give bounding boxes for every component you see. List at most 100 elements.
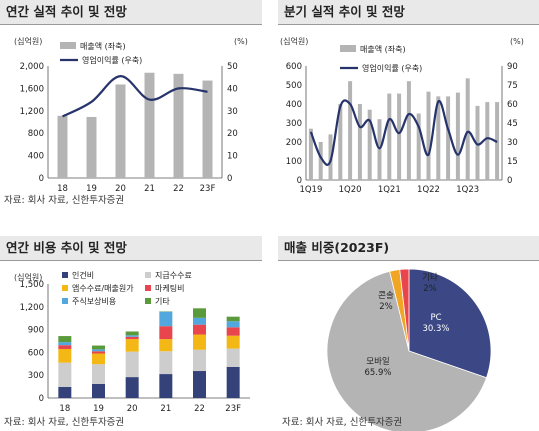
- x-tick-label: 19: [86, 184, 97, 194]
- bar-segment-labor: [58, 386, 72, 398]
- legend-label-revenue: 매출액 (좌축): [360, 44, 406, 54]
- x-tick-label: 18: [57, 184, 68, 194]
- legend-swatch-payment-fee: [145, 272, 151, 278]
- bar-revenue: [367, 109, 372, 180]
- x-tick-label: 1Q23: [456, 185, 479, 195]
- bar-segment-labor: [125, 377, 139, 398]
- pie-slice-etc: [399, 268, 410, 352]
- panel-annual-costs: 연간 비용 추이 및 전망 (십억원) 0 300 600 900 1,200 1,500 1…: [0, 236, 262, 431]
- bar-segment-stock-comp: [226, 321, 240, 328]
- legend-label-margin: 영업이익률 (우축): [362, 63, 422, 73]
- bar-segment-labor: [226, 366, 240, 398]
- bar-segment-marketing: [58, 345, 72, 349]
- y-tick-label: 300: [28, 371, 44, 381]
- bar-segment-payment-fee: [125, 351, 139, 378]
- bar-revenue: [308, 128, 313, 180]
- legend-label-app-fee-cogs: 앱수수료/매출원가: [72, 283, 134, 293]
- legend-label-other: 기타: [155, 297, 170, 306]
- x-tick-label: 20: [127, 404, 138, 414]
- bar-segment-marketing: [226, 327, 240, 336]
- y2-tick-label: 90: [507, 62, 518, 72]
- x-tick-label: 22: [173, 184, 184, 194]
- pie-label-mobile: 모바일: [366, 356, 389, 367]
- y-axis-unit: (십억원): [14, 36, 42, 46]
- y2-tick-label: 60: [507, 100, 518, 110]
- panel-quarterly-results: 분기 실적 추이 및 전망 (십억원) (%) 0 100 200 300 400 500 60…: [278, 0, 539, 210]
- y2-tick-label: 75: [507, 81, 518, 91]
- bar-revenue: [86, 116, 97, 178]
- bar-revenue: [436, 96, 441, 180]
- bar-revenue: [115, 84, 126, 178]
- bar-segment-payment-fee: [226, 348, 240, 367]
- bar-revenue: [57, 115, 68, 178]
- y-tick-label: 200: [286, 138, 302, 148]
- y2-axis-unit: (%): [510, 37, 524, 46]
- bar-revenue: [397, 93, 402, 180]
- series-line-margin: [309, 99, 498, 166]
- panel-revenue-mix: 매출 비중(2023F) PC 30.3% 모바일 65.9% 콘솔 2% 기타 2% 자료:…: [278, 236, 539, 431]
- bar-segment-app-fee-cogs: [58, 348, 72, 363]
- y2-tick-label: 15: [507, 157, 518, 167]
- y2-tick-label: 0: [507, 176, 512, 186]
- bar-segment-stock-comp: [58, 342, 72, 346]
- x-tick-label: 23F: [200, 184, 216, 194]
- title-divider: [278, 24, 539, 25]
- y-tick-label: 2,000: [20, 62, 44, 72]
- legend-swatch-revenue: [60, 42, 76, 49]
- y-tick-label: 500: [286, 81, 302, 91]
- legend-swatch-revenue: [340, 45, 356, 52]
- y-tick-label: 900: [28, 326, 44, 336]
- pie-label-pc: PC: [430, 313, 441, 323]
- y-tick-label: 100: [286, 157, 302, 167]
- y-tick-label: 1,500: [20, 280, 44, 290]
- bar-segment-stock-comp: [193, 317, 206, 325]
- bar-revenue: [173, 73, 184, 178]
- title-divider: [278, 260, 539, 261]
- y-tick-label: 1,600: [20, 84, 44, 94]
- panel-title: 매출 비중(2023F): [278, 236, 539, 260]
- y-tick-label: 0: [39, 174, 44, 184]
- bar-segment-other: [92, 345, 105, 350]
- bar-segment-marketing: [193, 324, 206, 335]
- panel-annual-results: 연간 실적 추이 및 전망 (십억원) (%) 0 400 800 1,200 1,600 2…: [0, 0, 262, 210]
- pie-slice-pc: [408, 268, 492, 379]
- bar-revenue: [144, 72, 155, 178]
- x-tick-label: 20: [115, 184, 126, 194]
- x-tick-label: 1Q19: [299, 185, 322, 195]
- bar-segment-stock-comp: [125, 335, 139, 337]
- bar-segment-other: [125, 331, 139, 336]
- y-tick-label: 600: [286, 62, 302, 72]
- y2-tick-label: 10: [227, 152, 238, 162]
- bar-segment-payment-fee: [92, 364, 105, 384]
- bar-segment-payment-fee: [58, 362, 72, 387]
- bar-revenue: [387, 93, 392, 180]
- bar-segment-labor: [92, 383, 105, 398]
- bar-segment-marketing: [125, 336, 139, 340]
- pie-value-console: 2%: [379, 302, 393, 312]
- y2-tick-label: 30: [227, 107, 238, 117]
- legend-label-revenue: 매출액 (좌축): [80, 41, 126, 51]
- bar-revenue: [416, 113, 421, 180]
- bar-segment-labor: [159, 374, 173, 398]
- x-tick-label: 1Q20: [339, 185, 362, 195]
- bar-segment-stock-comp: [159, 311, 173, 327]
- y2-tick-label: 20: [227, 129, 238, 139]
- bar-segment-other: [193, 308, 206, 318]
- y2-tick-label: 40: [227, 84, 238, 94]
- x-tick-label: 18: [59, 404, 70, 414]
- legend-swatch-labor: [62, 272, 68, 278]
- x-tick-label: 21: [160, 404, 171, 414]
- bar-revenue: [202, 80, 213, 178]
- legend-label-payment-fee: 지급수수료: [155, 271, 192, 280]
- bar-segment-payment-fee: [193, 349, 206, 372]
- bar-segment-payment-fee: [159, 351, 173, 375]
- y-axis-unit: (십억원): [280, 36, 308, 46]
- bar-revenue: [465, 78, 470, 180]
- bar-segment-stock-comp: [92, 349, 105, 352]
- bar-revenue: [446, 96, 451, 180]
- bar-segment-app-fee-cogs: [193, 334, 206, 350]
- bar-segment-app-fee-cogs: [226, 335, 240, 349]
- title-divider: [0, 260, 262, 261]
- y-tick-label: 300: [286, 119, 302, 129]
